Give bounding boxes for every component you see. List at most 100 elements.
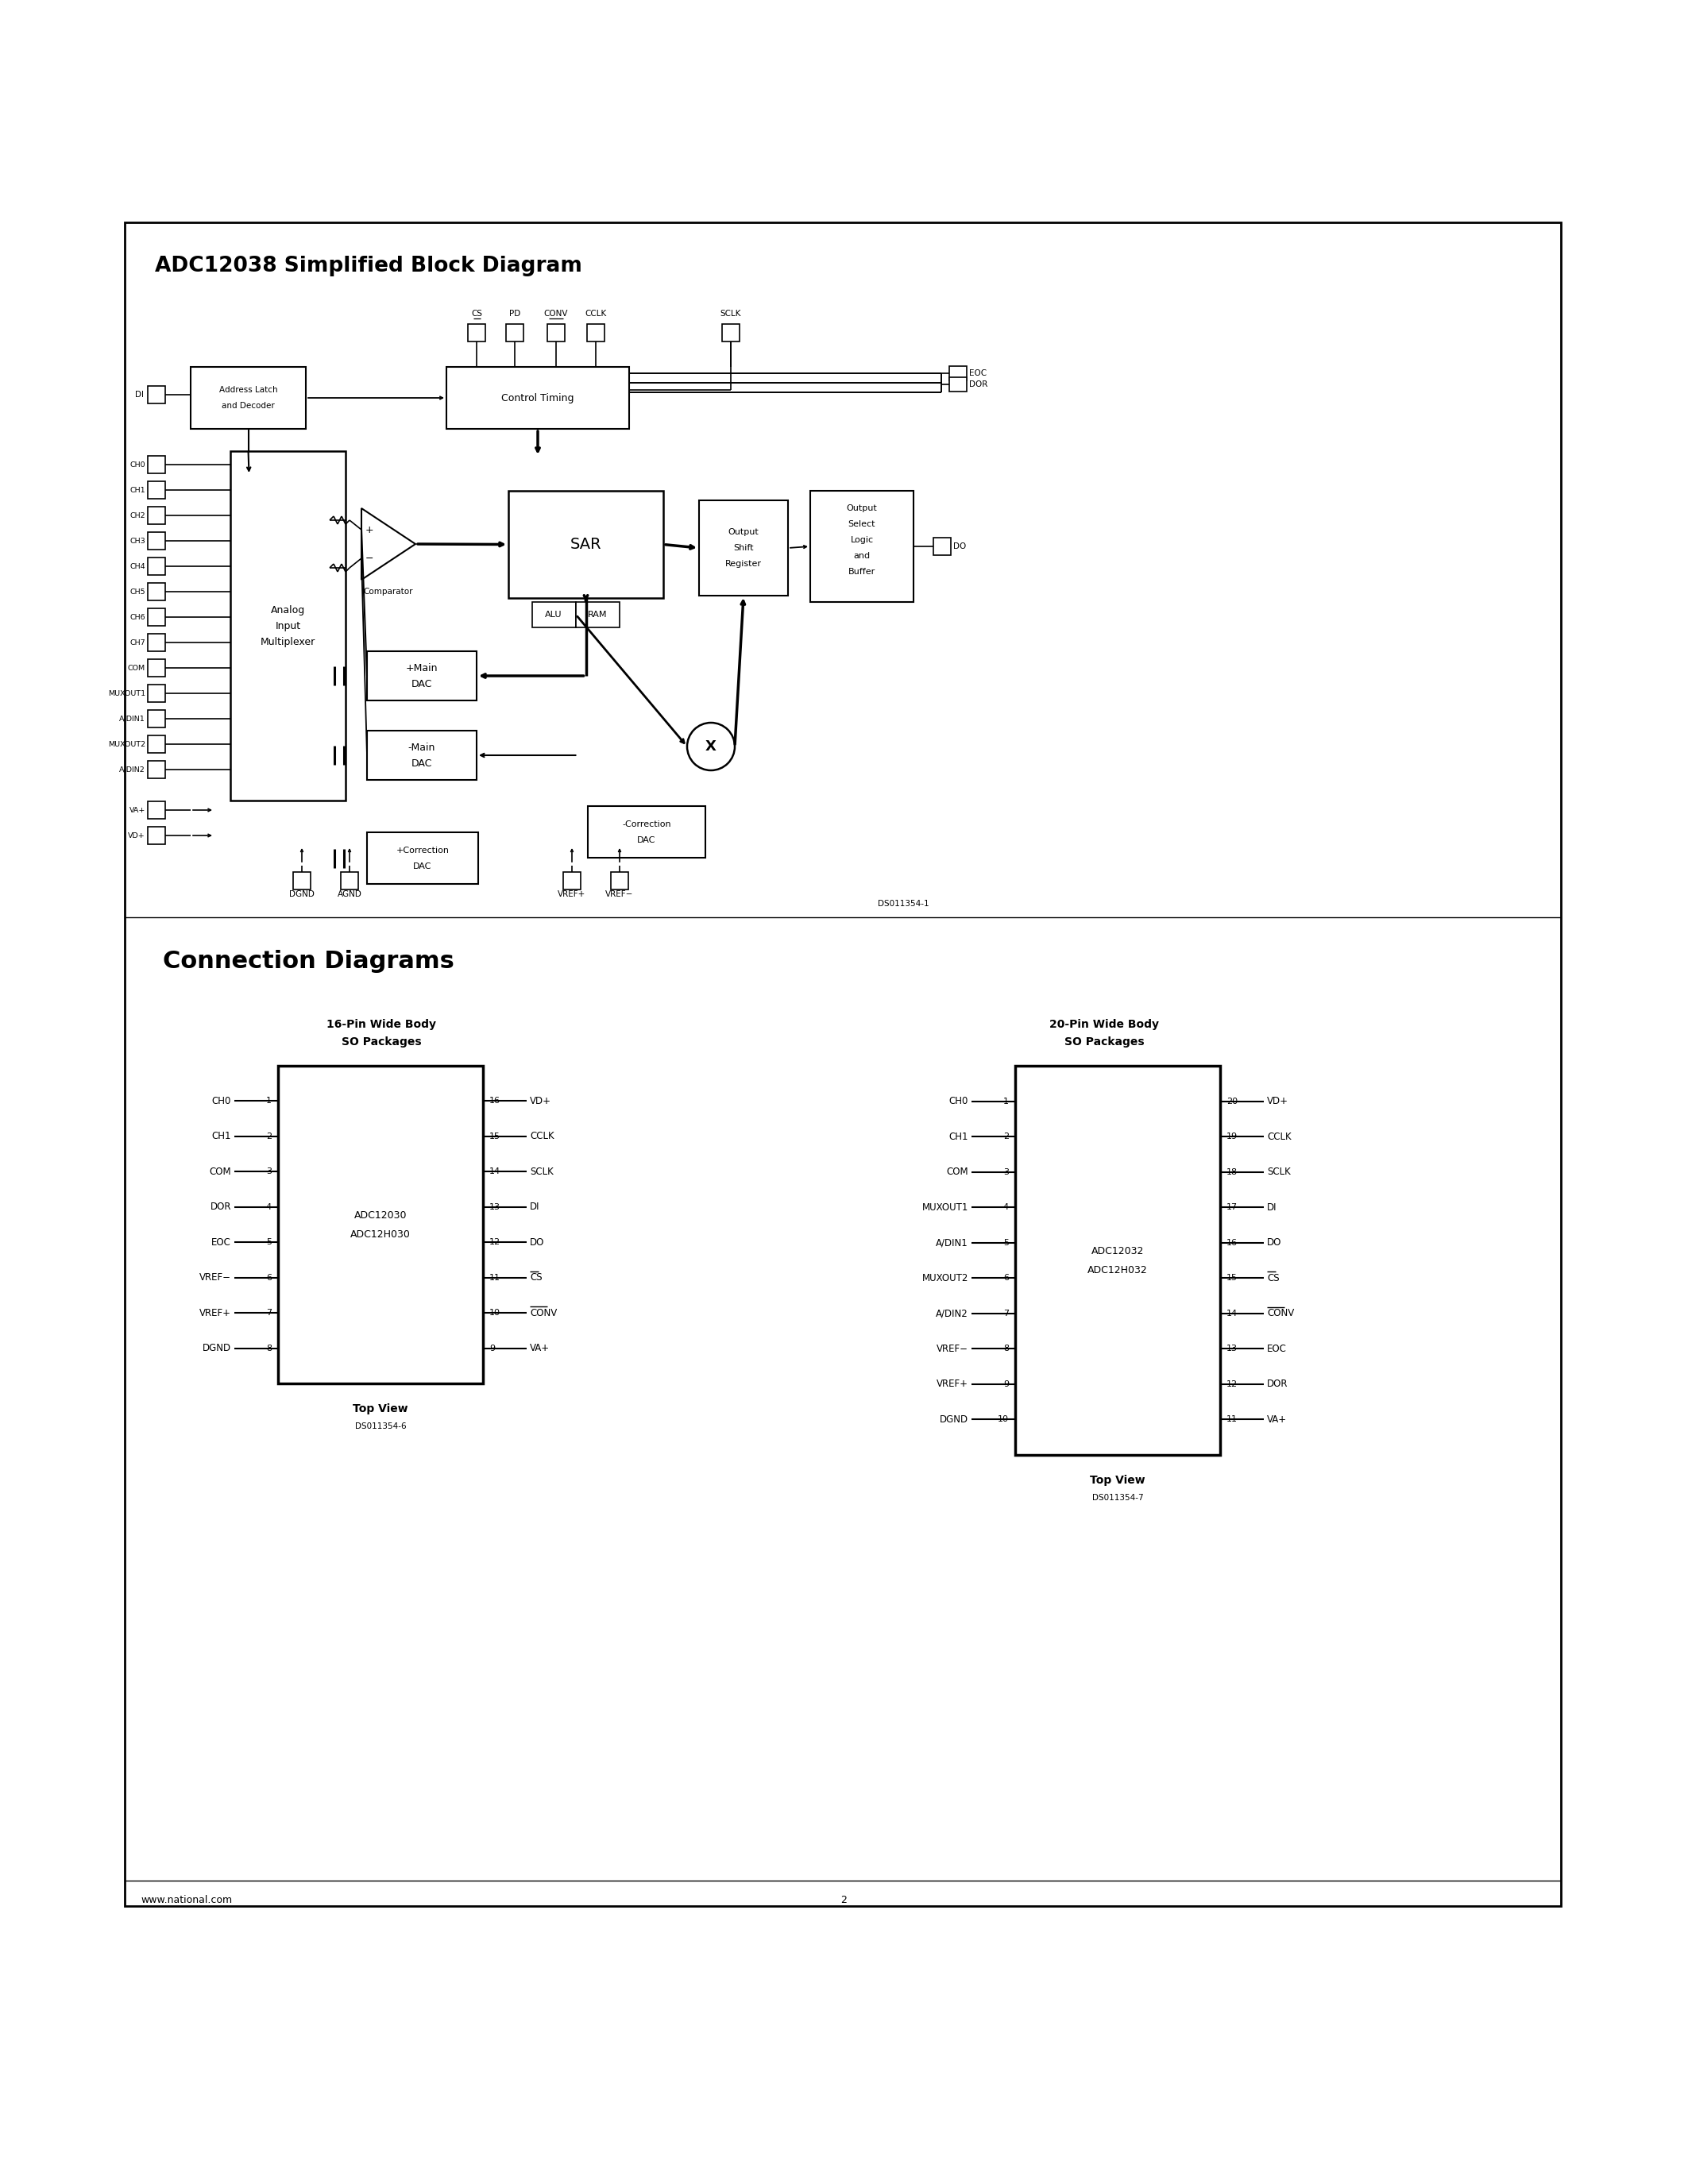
Text: SCLK: SCLK <box>530 1166 554 1177</box>
Text: CCLK: CCLK <box>1268 1131 1291 1142</box>
Text: CCLK: CCLK <box>530 1131 554 1142</box>
Text: 7: 7 <box>267 1308 272 1317</box>
Bar <box>149 736 165 753</box>
Text: DAC: DAC <box>412 758 432 769</box>
Text: CONV: CONV <box>544 310 569 317</box>
Text: SAR: SAR <box>571 537 601 553</box>
Text: Analog: Analog <box>270 605 306 616</box>
Bar <box>149 456 165 474</box>
Bar <box>446 367 630 428</box>
Text: Output: Output <box>846 505 878 513</box>
Text: CH0: CH0 <box>130 461 145 467</box>
Text: 2: 2 <box>841 1896 847 1907</box>
Text: 2: 2 <box>1003 1133 1009 1140</box>
Text: 3: 3 <box>1003 1168 1009 1175</box>
Bar <box>149 802 165 819</box>
Text: CH0: CH0 <box>211 1096 231 1107</box>
Bar <box>149 557 165 574</box>
Text: and Decoder: and Decoder <box>221 402 275 411</box>
Text: MUXOUT2: MUXOUT2 <box>108 740 145 747</box>
Text: 6: 6 <box>267 1273 272 1282</box>
Text: CH0: CH0 <box>949 1096 969 1107</box>
Bar <box>576 603 619 627</box>
Text: DO: DO <box>1268 1238 1281 1247</box>
Text: 20: 20 <box>1227 1096 1237 1105</box>
Text: VREF+: VREF+ <box>559 891 586 898</box>
Text: CH4: CH4 <box>130 563 145 570</box>
Text: Top View: Top View <box>1090 1474 1144 1485</box>
Text: 11: 11 <box>1227 1415 1237 1424</box>
Bar <box>506 323 523 341</box>
Bar <box>699 500 788 596</box>
Bar <box>149 710 165 727</box>
Text: 5: 5 <box>267 1238 272 1247</box>
Text: +Correction: +Correction <box>397 845 449 854</box>
Text: CH3: CH3 <box>130 537 145 544</box>
Bar <box>149 480 165 498</box>
Text: Register: Register <box>726 559 761 568</box>
Text: 4: 4 <box>1003 1203 1009 1212</box>
Text: VREF+: VREF+ <box>937 1378 969 1389</box>
Bar <box>722 323 739 341</box>
Text: 17: 17 <box>1227 1203 1237 1212</box>
Text: DGND: DGND <box>289 891 314 898</box>
Text: MUXOUT2: MUXOUT2 <box>922 1273 969 1284</box>
Bar <box>587 806 706 858</box>
Text: CH1: CH1 <box>949 1131 969 1142</box>
Text: -Main: -Main <box>408 743 436 753</box>
Text: ADC12032: ADC12032 <box>1090 1245 1144 1256</box>
Text: CH2: CH2 <box>130 511 145 520</box>
Text: Input: Input <box>275 620 300 631</box>
Text: DGND: DGND <box>203 1343 231 1354</box>
Text: 9: 9 <box>1003 1380 1009 1389</box>
Text: SCLK: SCLK <box>1268 1166 1291 1177</box>
Bar <box>508 491 663 598</box>
Bar <box>366 732 476 780</box>
Bar <box>341 871 358 889</box>
Text: DAC: DAC <box>412 679 432 688</box>
Text: VD+: VD+ <box>128 832 145 839</box>
Text: DO: DO <box>530 1236 545 1247</box>
Text: DI: DI <box>1268 1201 1276 1212</box>
Text: CH1: CH1 <box>130 487 145 494</box>
Text: DS011354-7: DS011354-7 <box>1092 1494 1143 1503</box>
Text: PD: PD <box>510 310 520 317</box>
Text: CH6: CH6 <box>130 614 145 620</box>
Text: Select: Select <box>847 520 876 529</box>
Text: EOC: EOC <box>1268 1343 1286 1354</box>
Text: 4: 4 <box>267 1203 272 1210</box>
Text: SCLK: SCLK <box>721 310 741 317</box>
Text: Output: Output <box>728 529 760 535</box>
Text: 14: 14 <box>490 1168 501 1175</box>
Bar <box>468 323 486 341</box>
Bar <box>564 871 581 889</box>
Bar <box>149 387 165 404</box>
Text: VA+: VA+ <box>530 1343 550 1354</box>
Text: MUXOUT1: MUXOUT1 <box>108 690 145 697</box>
Text: VA+: VA+ <box>130 806 145 815</box>
Text: 15: 15 <box>1227 1273 1237 1282</box>
Bar <box>366 651 476 701</box>
Bar <box>149 507 165 524</box>
Bar <box>149 533 165 550</box>
Text: VD+: VD+ <box>530 1096 552 1107</box>
Bar <box>125 223 1561 1907</box>
Bar <box>149 633 165 651</box>
Text: CONV: CONV <box>530 1308 557 1317</box>
Text: VREF+: VREF+ <box>199 1308 231 1317</box>
Text: DS011354-6: DS011354-6 <box>354 1422 407 1431</box>
Text: 5: 5 <box>1003 1238 1009 1247</box>
Text: 1: 1 <box>1003 1096 1009 1105</box>
Text: A/DIN1: A/DIN1 <box>935 1238 969 1247</box>
Text: VA+: VA+ <box>1268 1415 1286 1424</box>
Text: 7: 7 <box>1003 1310 1009 1317</box>
Text: Buffer: Buffer <box>849 568 876 577</box>
Text: Top View: Top View <box>353 1404 408 1415</box>
Bar <box>933 537 950 555</box>
Text: ADC12038 Simplified Block Diagram: ADC12038 Simplified Block Diagram <box>155 256 582 277</box>
Text: 8: 8 <box>267 1343 272 1352</box>
Text: 10: 10 <box>490 1308 500 1317</box>
Text: www.national.com: www.national.com <box>140 1896 231 1907</box>
Text: A/DIN1: A/DIN1 <box>120 714 145 723</box>
Text: 15: 15 <box>490 1133 500 1140</box>
